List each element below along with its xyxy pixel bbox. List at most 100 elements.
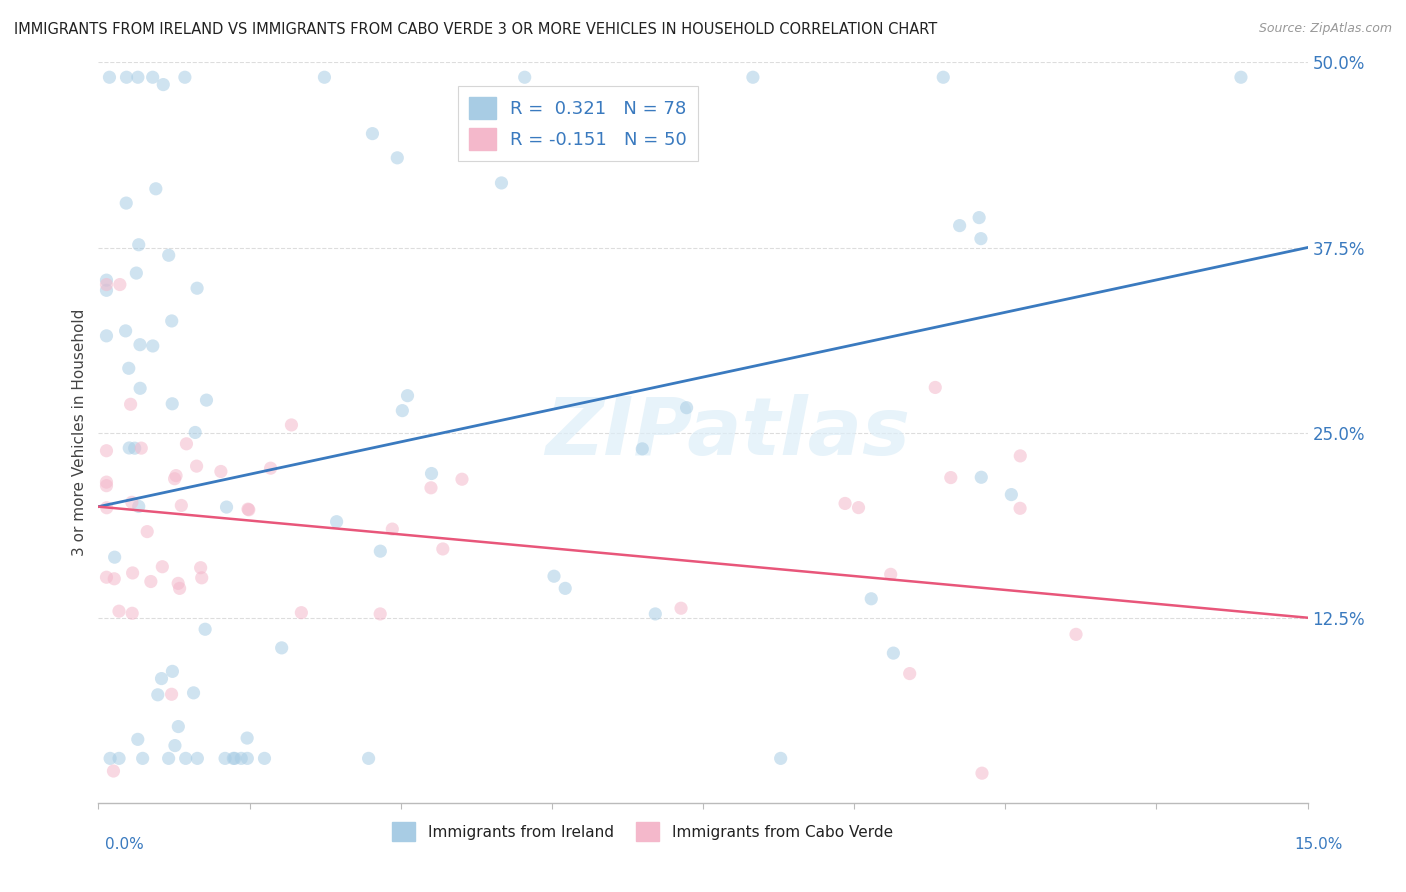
Text: 0.0%: 0.0% — [105, 838, 145, 852]
Point — [150, 672, 173, 686]
Point — [970, 232, 993, 246]
Y-axis label: 3 or more Vehicles in Household: 3 or more Vehicles in Household — [72, 309, 87, 557]
Point — [270, 640, 292, 655]
Point — [290, 606, 312, 620]
Point — [186, 751, 208, 765]
Point — [939, 470, 962, 484]
Point — [104, 550, 127, 565]
Point — [1010, 501, 1032, 516]
Point — [127, 70, 149, 85]
Point — [96, 329, 118, 343]
Point — [387, 151, 409, 165]
Point — [190, 571, 212, 585]
Point — [769, 751, 792, 765]
Point — [381, 522, 404, 536]
Point — [848, 500, 870, 515]
Point — [675, 401, 697, 415]
Point — [131, 751, 153, 765]
Point — [96, 478, 118, 492]
Point — [184, 425, 207, 440]
Point — [396, 389, 419, 403]
Point — [209, 465, 232, 479]
Text: 15.0%: 15.0% — [1295, 838, 1343, 852]
Point — [186, 281, 208, 295]
Point — [432, 541, 454, 556]
Point — [115, 196, 138, 211]
Point — [160, 314, 183, 328]
Point — [167, 720, 190, 734]
Point — [195, 393, 218, 408]
Point — [128, 500, 150, 514]
Point — [420, 481, 443, 495]
Point — [120, 397, 142, 411]
Point — [167, 576, 190, 591]
Point — [554, 582, 576, 596]
Point — [361, 127, 384, 141]
Point — [882, 646, 904, 660]
Point — [108, 751, 131, 765]
Point — [169, 582, 191, 596]
Point — [186, 459, 208, 474]
Point — [231, 751, 253, 765]
Point — [157, 751, 180, 765]
Point — [121, 566, 143, 580]
Point — [420, 467, 443, 481]
Point — [129, 337, 152, 351]
Point — [834, 496, 856, 510]
Point — [215, 500, 238, 514]
Point — [108, 604, 131, 618]
Point — [98, 70, 121, 85]
Point — [543, 569, 565, 583]
Point — [879, 567, 901, 582]
Point — [96, 475, 118, 489]
Point — [162, 665, 184, 679]
Point — [924, 380, 946, 394]
Point — [127, 732, 149, 747]
Point — [860, 591, 883, 606]
Point — [96, 277, 118, 292]
Text: IMMIGRANTS FROM IRELAND VS IMMIGRANTS FROM CABO VERDE 3 OR MORE VEHICLES IN HOUS: IMMIGRANTS FROM IRELAND VS IMMIGRANTS FR… — [14, 22, 938, 37]
Point — [631, 442, 654, 456]
Point — [236, 731, 259, 745]
Point — [129, 441, 152, 455]
Point — [118, 361, 141, 376]
Point — [238, 503, 260, 517]
Point — [129, 381, 152, 395]
Point — [190, 560, 212, 574]
Point — [970, 470, 993, 484]
Point — [160, 397, 183, 411]
Point — [128, 237, 150, 252]
Point — [150, 559, 173, 574]
Point — [669, 601, 692, 615]
Point — [644, 607, 666, 621]
Point — [391, 403, 413, 417]
Point — [236, 751, 259, 765]
Point — [259, 461, 281, 475]
Point — [741, 70, 763, 85]
Point — [280, 417, 302, 432]
Text: ZIPatlas: ZIPatlas — [544, 393, 910, 472]
Point — [1000, 487, 1022, 501]
Point — [932, 70, 955, 85]
Point — [145, 182, 167, 196]
Point — [114, 324, 136, 338]
Point — [124, 441, 146, 455]
Point — [314, 70, 336, 85]
Point — [967, 211, 990, 225]
Point — [96, 273, 118, 287]
Point — [121, 607, 143, 621]
Point — [236, 502, 259, 516]
Point — [115, 70, 138, 85]
Point — [513, 70, 536, 85]
Point — [163, 739, 186, 753]
Point — [898, 666, 921, 681]
Point — [96, 443, 118, 458]
Point — [136, 524, 159, 539]
Point — [357, 751, 380, 765]
Point — [103, 572, 125, 586]
Point — [160, 687, 183, 701]
Point — [146, 688, 169, 702]
Point — [98, 751, 121, 765]
Point — [163, 472, 186, 486]
Point — [173, 70, 195, 85]
